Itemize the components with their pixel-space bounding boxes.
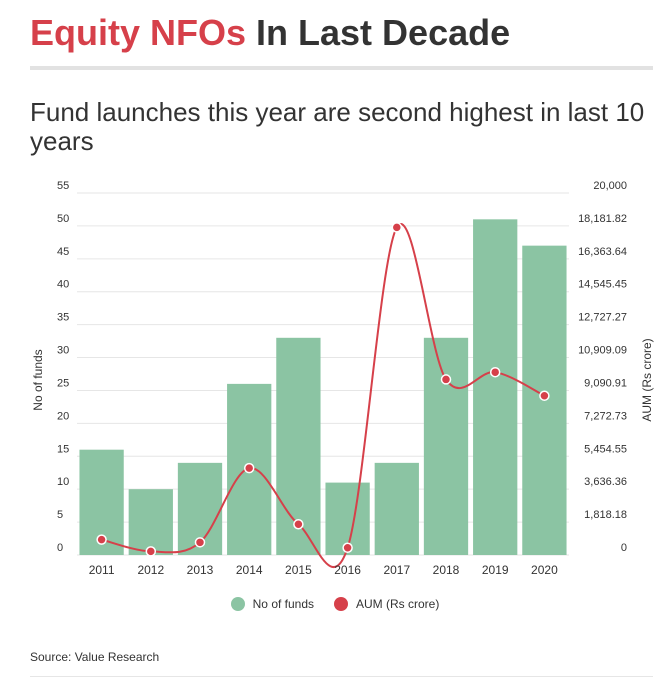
aum-point [145, 546, 157, 557]
aum-point [489, 366, 501, 378]
x-tick-label: 2019 [482, 563, 509, 577]
aum-point [243, 462, 255, 474]
right-tick-label: 14,545.45 [578, 279, 627, 291]
right-tick-label: 12,727.27 [578, 312, 627, 324]
left-tick-label: 40 [57, 279, 69, 291]
x-tick-label: 2017 [383, 563, 410, 577]
bar [276, 337, 321, 555]
headline-rest: In Last Decade [246, 12, 511, 53]
right-tick-label: 18,181.82 [578, 213, 627, 225]
left-tick-label: 55 [57, 180, 69, 192]
aum-point [293, 518, 304, 530]
left-tick-label: 20 [57, 410, 69, 422]
x-tick-label: 2013 [187, 563, 214, 577]
legend-swatch-funds [230, 597, 245, 611]
right-tick-label: 1,818.18 [584, 509, 627, 521]
right-tick-label: 5,454.55 [584, 443, 627, 455]
legend-label-aum: AUM (Rs crore) [356, 597, 440, 611]
left-tick-label: 50 [57, 213, 69, 225]
aum-point [539, 390, 550, 401]
bars-layer [79, 219, 567, 555]
aum-point [194, 537, 206, 548]
left-tick-label: 35 [57, 312, 69, 324]
x-tick-label: 2016 [334, 563, 361, 577]
aum-point [342, 542, 353, 554]
x-tick-label: 2011 [89, 563, 115, 577]
right-tick-label: 7,272.73 [584, 410, 627, 422]
legend-item-funds[interactable]: No of funds [230, 597, 315, 611]
x-tick-label: 2014 [236, 563, 263, 577]
left-tick-label: 15 [57, 443, 69, 455]
bottom-rule [30, 676, 653, 677]
bar [473, 219, 518, 555]
title-divider [30, 66, 653, 70]
x-tick-label: 2020 [531, 563, 558, 577]
left-tick-label: 5 [57, 509, 63, 521]
bar [423, 337, 469, 555]
left-tick-label: 25 [57, 377, 69, 389]
left-tick-label: 45 [57, 246, 69, 258]
subtitle: Fund launches this year are second highe… [30, 97, 645, 156]
x-tick-label: 2012 [137, 563, 164, 577]
right-tick-label: 16,363.64 [578, 246, 627, 258]
legend-label-funds: No of funds [252, 597, 315, 611]
legend-swatch-aum [334, 597, 349, 611]
headline-accent: Equity NFOs [30, 12, 247, 53]
bar [374, 462, 419, 555]
line-layer [96, 222, 550, 568]
right-axis-label: AUM (Rs crore) [640, 338, 654, 421]
left-tick-label: 10 [57, 476, 69, 488]
left-tick-label: 30 [57, 345, 69, 357]
headline: Equity NFOs In Last Decade [30, 12, 510, 54]
aum-point [440, 374, 452, 385]
legend-item-aum[interactable]: AUM (Rs crore) [334, 597, 439, 611]
left-axis-label: No of funds [31, 349, 45, 410]
source-note: Source: Value Research [30, 650, 160, 664]
aum-point [391, 222, 403, 233]
bar [128, 489, 173, 555]
x-tick-label: 2018 [433, 563, 460, 577]
right-tick-label: 3,636.36 [584, 476, 627, 488]
right-tick-label: 9,090.91 [584, 377, 627, 389]
axis-layer: 0 5 10 15 20 25 30 35 40 45 50 55 0 1,818.18 3,636.36 5… [31, 180, 654, 577]
right-tick-label: 0 [621, 542, 627, 554]
right-tick-label: 10,909.09 [578, 345, 627, 357]
x-tick-label: 2015 [285, 563, 312, 577]
legend: No of funds AUM (Rs crore) [0, 597, 670, 611]
aum-point [96, 534, 107, 545]
right-tick-label: 20,000 [593, 180, 627, 192]
left-tick-label: 0 [57, 542, 63, 554]
combo-chart: 0 5 10 15 20 25 30 35 40 45 50 55 0 1,818.18 3,636.36 5… [31, 180, 654, 577]
